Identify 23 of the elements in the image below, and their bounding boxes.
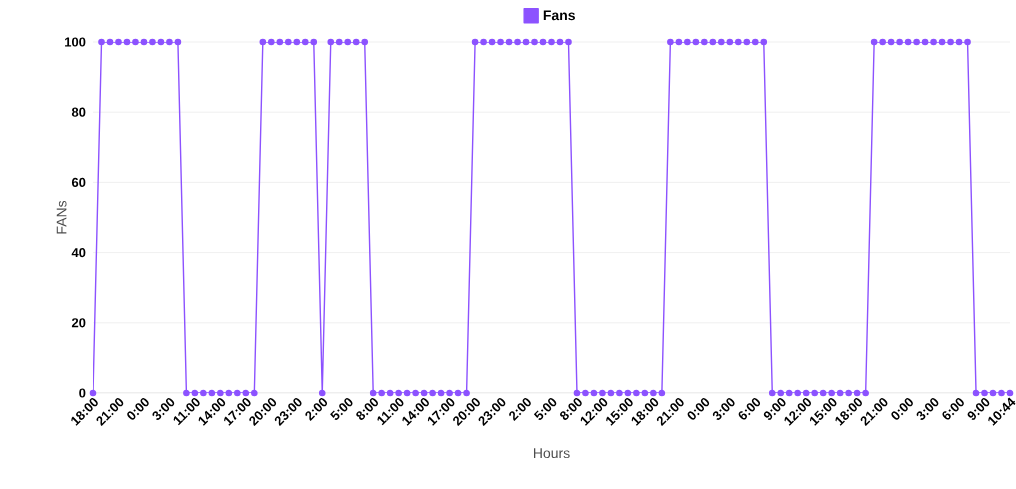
x-tick-label: 8:00 (560, 398, 582, 420)
y-tick-label: 100 (65, 37, 86, 47)
y-tick-label: 40 (71, 248, 86, 258)
x-axis-title: Hours (534, 448, 570, 459)
legend-label: Fans (543, 10, 575, 21)
x-tick-label: 0:00 (687, 398, 710, 420)
x-tick-label: 6:00 (942, 398, 964, 420)
x-tick-label: 9:00 (763, 398, 786, 420)
y-tick-label: 60 (71, 177, 86, 187)
x-tick-label: 3:00 (152, 398, 175, 420)
x-tick-label: 5:00 (330, 398, 353, 420)
x-tick-label: 0:00 (127, 398, 149, 420)
y-tick-label: 20 (71, 318, 86, 328)
x-tick-label: 8:00 (356, 398, 379, 420)
x-tick-label: 6:00 (738, 398, 761, 420)
x-tick-label: 3:00 (916, 398, 939, 420)
x-tick-label: 0:00 (891, 398, 913, 420)
y-tick-label: 80 (71, 107, 86, 117)
x-tick-label: 5:00 (533, 398, 557, 420)
y-axis-title: FANs (56, 200, 67, 234)
y-tick-label: 0 (79, 388, 86, 398)
x-tick-label: 9:00 (967, 398, 990, 420)
x-tick-label: 3:00 (712, 398, 735, 420)
